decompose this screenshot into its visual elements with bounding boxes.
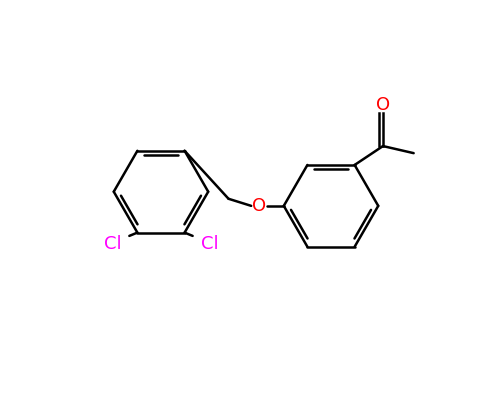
Text: O: O xyxy=(376,96,390,114)
Text: O: O xyxy=(252,197,266,215)
Text: Cl: Cl xyxy=(104,235,122,253)
Text: Cl: Cl xyxy=(201,235,218,253)
